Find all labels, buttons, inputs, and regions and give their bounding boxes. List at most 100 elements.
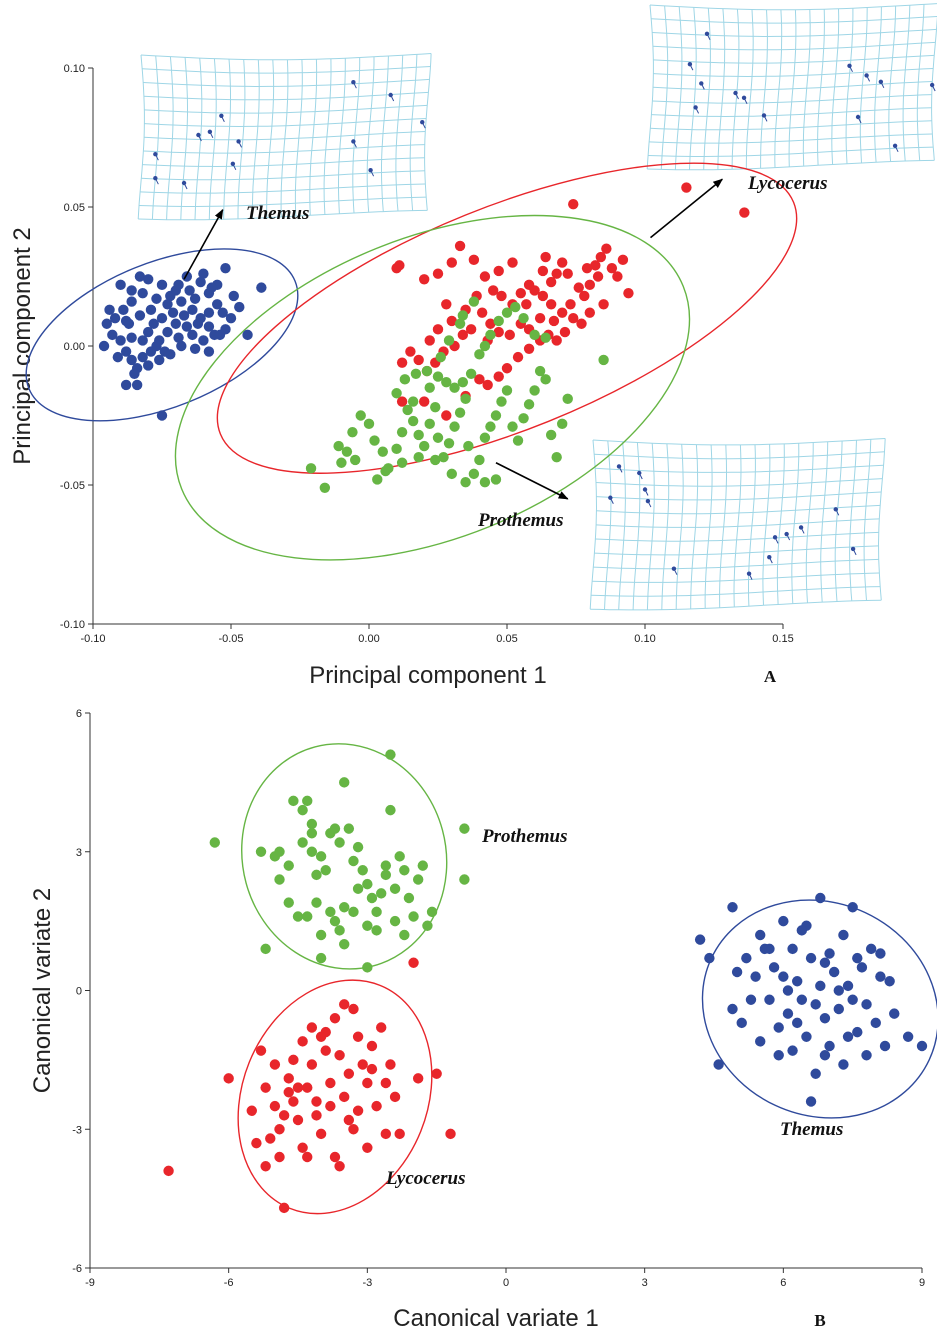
data-point xyxy=(306,828,318,839)
data-point xyxy=(302,1151,313,1163)
data-point xyxy=(274,1124,285,1135)
data-point xyxy=(441,299,452,310)
data-point xyxy=(773,1022,784,1033)
data-point xyxy=(736,1017,747,1029)
data-point xyxy=(380,465,391,477)
y-tick-label: 3 xyxy=(76,847,82,859)
y-axis-title: Principal component 2 xyxy=(9,227,36,464)
grid-line-horizontal xyxy=(596,518,880,528)
data-point xyxy=(120,379,132,391)
data-point xyxy=(731,966,743,978)
data-point xyxy=(413,429,424,441)
genus-label-prothemus: Prothemus xyxy=(477,510,564,531)
data-point xyxy=(274,846,285,857)
data-point xyxy=(334,925,345,936)
data-point xyxy=(745,994,757,1005)
data-point xyxy=(601,243,612,254)
data-point xyxy=(156,279,168,291)
data-point xyxy=(366,1063,378,1075)
data-point xyxy=(101,318,113,329)
data-point xyxy=(557,257,568,268)
data-point xyxy=(441,376,452,388)
data-point xyxy=(459,823,470,834)
grid-line-horizontal xyxy=(652,81,933,91)
data-point xyxy=(598,299,609,310)
data-point xyxy=(189,293,201,304)
data-point xyxy=(126,354,137,366)
y-tick-label: 0.10 xyxy=(64,63,85,75)
data-point xyxy=(435,351,446,363)
y-tick-label: -3 xyxy=(72,1124,82,1136)
data-point xyxy=(376,1022,387,1033)
landmark-point xyxy=(388,92,393,98)
data-point xyxy=(485,329,496,341)
data-point xyxy=(523,343,535,354)
data-point xyxy=(419,274,430,285)
data-point xyxy=(288,795,299,807)
x-axis-title: Canonical variate 1 xyxy=(393,1305,598,1332)
data-point xyxy=(782,985,794,996)
data-point xyxy=(348,1003,359,1015)
data-point xyxy=(833,985,844,996)
landmark-point xyxy=(153,152,158,157)
data-point xyxy=(203,321,215,332)
x-axis-title: Principal component 1 xyxy=(309,662,546,689)
landmark-point xyxy=(153,176,158,181)
grid-line-vertical xyxy=(877,438,886,601)
series-prothemus xyxy=(305,296,609,493)
x-tick-label: 9 xyxy=(919,1277,925,1289)
data-point xyxy=(366,1040,378,1052)
data-point xyxy=(727,902,738,913)
data-point xyxy=(474,454,485,466)
data-point xyxy=(819,1050,831,1061)
data-point xyxy=(694,934,706,945)
x-tick-label: 3 xyxy=(642,1277,648,1289)
data-point xyxy=(159,346,170,357)
landmark-point xyxy=(864,73,869,78)
data-point xyxy=(396,357,408,368)
data-point xyxy=(534,313,546,324)
data-point xyxy=(341,446,353,457)
data-point xyxy=(134,271,146,282)
data-point xyxy=(203,346,215,357)
data-point xyxy=(260,943,271,955)
data-point xyxy=(292,911,304,922)
data-point xyxy=(389,915,401,927)
data-point xyxy=(297,1142,308,1153)
data-point xyxy=(170,318,181,329)
data-point xyxy=(343,1114,355,1126)
data-point xyxy=(421,365,433,377)
data-point xyxy=(371,1100,382,1112)
data-point xyxy=(223,1073,234,1084)
grid-line-horizontal xyxy=(142,157,425,168)
y-tick-label: -0.10 xyxy=(60,619,85,631)
grid-line-horizontal xyxy=(144,131,426,141)
grid-line-horizontal xyxy=(595,478,883,487)
grid-line-horizontal xyxy=(649,3,937,11)
grid-line-horizontal xyxy=(138,196,427,207)
data-point xyxy=(389,1091,401,1103)
grid-line-horizontal xyxy=(650,120,932,131)
data-point xyxy=(568,313,579,324)
data-point xyxy=(126,332,137,343)
x-tick-label: -3 xyxy=(362,1277,372,1289)
data-point xyxy=(380,1077,392,1089)
data-point xyxy=(145,304,157,316)
data-point xyxy=(412,1073,424,1084)
data-point xyxy=(319,482,331,493)
data-point xyxy=(369,435,380,446)
data-point xyxy=(137,287,148,299)
data-point xyxy=(457,376,469,388)
grid-line-vertical xyxy=(237,59,246,219)
data-point xyxy=(104,304,115,316)
data-point xyxy=(274,874,285,885)
data-point xyxy=(792,976,803,987)
landmark-point xyxy=(230,161,236,166)
data-point xyxy=(875,971,886,982)
data-point xyxy=(838,1059,849,1070)
data-point xyxy=(173,332,184,343)
landmark-point xyxy=(761,113,767,118)
data-point xyxy=(187,329,198,341)
data-point xyxy=(405,346,416,357)
data-point xyxy=(315,1031,327,1042)
